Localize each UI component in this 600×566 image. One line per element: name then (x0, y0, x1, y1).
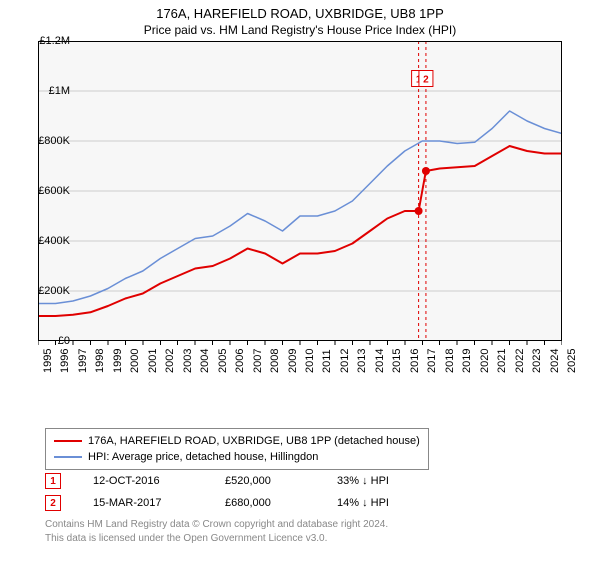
cell-pct: 14% ↓ HPI (337, 497, 417, 509)
x-axis-label: 2015 (391, 349, 403, 373)
legend-swatch (54, 456, 82, 458)
x-axis-label: 2007 (252, 349, 264, 373)
legend-swatch (54, 440, 82, 442)
y-axis-label: £1M (49, 85, 70, 97)
legend-label: 176A, HAREFIELD ROAD, UXBRIDGE, UB8 1PP … (88, 435, 420, 447)
x-axis-label: 2011 (321, 349, 333, 373)
x-axis-label: 1996 (59, 349, 71, 373)
x-axis-label: 2021 (496, 349, 508, 373)
y-axis-label: £600K (38, 185, 70, 197)
x-axis-label: 2023 (531, 349, 543, 373)
x-axis-label: 1995 (42, 349, 54, 373)
arrow-down-icon: ↓ (362, 475, 368, 487)
table-row: 1 12-OCT-2016 £520,000 33% ↓ HPI (45, 470, 417, 492)
y-axis-label: £800K (38, 135, 70, 147)
x-axis-label: 2024 (549, 349, 561, 373)
chart-container: 176A, HAREFIELD ROAD, UXBRIDGE, UB8 1PP … (0, 6, 600, 566)
cell-price: £680,000 (225, 497, 305, 509)
legend-item: 176A, HAREFIELD ROAD, UXBRIDGE, UB8 1PP … (54, 433, 420, 449)
footer-line: Contains HM Land Registry data © Crown c… (45, 518, 388, 532)
chart-svg: 12 (38, 41, 562, 371)
x-axis-label: 2009 (287, 349, 299, 373)
x-axis-label: 2012 (339, 349, 351, 373)
x-axis-label: 2004 (199, 349, 211, 373)
x-axis-label: 2025 (566, 349, 578, 373)
x-axis-label: 2020 (479, 349, 491, 373)
footer-line: This data is licensed under the Open Gov… (45, 532, 388, 546)
arrow-down-icon: ↓ (362, 497, 368, 509)
svg-text:2: 2 (423, 75, 429, 86)
table-row: 2 15-MAR-2017 £680,000 14% ↓ HPI (45, 492, 417, 514)
x-axis-label: 2003 (182, 349, 194, 373)
footer-attribution: Contains HM Land Registry data © Crown c… (45, 518, 388, 546)
cell-date: 12-OCT-2016 (93, 475, 193, 487)
x-axis-label: 2005 (217, 349, 229, 373)
y-axis-label: £0 (58, 335, 70, 347)
legend-item: HPI: Average price, detached house, Hill… (54, 449, 420, 465)
y-axis-label: £400K (38, 235, 70, 247)
x-axis-label: 2013 (356, 349, 368, 373)
x-axis-label: 2008 (269, 349, 281, 373)
x-axis-label: 1998 (94, 349, 106, 373)
x-axis-label: 2010 (304, 349, 316, 373)
x-axis-label: 2018 (444, 349, 456, 373)
x-axis-label: 2019 (461, 349, 473, 373)
x-axis-label: 2022 (514, 349, 526, 373)
x-axis-label: 2014 (374, 349, 386, 373)
y-axis-label: £200K (38, 285, 70, 297)
chart-area: 12 £0£200K£400K£600K£800K£1M£1.2M1995199… (38, 41, 598, 371)
x-axis-label: 2001 (147, 349, 159, 373)
legend-label: HPI: Average price, detached house, Hill… (88, 451, 318, 463)
x-axis-label: 2006 (234, 349, 246, 373)
chart-title-address: 176A, HAREFIELD ROAD, UXBRIDGE, UB8 1PP (0, 6, 600, 21)
x-axis-label: 2016 (409, 349, 421, 373)
x-axis-label: 2002 (164, 349, 176, 373)
x-axis-label: 2017 (426, 349, 438, 373)
cell-pct: 33% ↓ HPI (337, 475, 417, 487)
cell-price: £520,000 (225, 475, 305, 487)
legend: 176A, HAREFIELD ROAD, UXBRIDGE, UB8 1PP … (45, 428, 429, 470)
chart-subtitle: Price paid vs. HM Land Registry's House … (0, 23, 600, 37)
marker-badge: 2 (45, 495, 61, 511)
x-axis-label: 1997 (77, 349, 89, 373)
marker-badge: 1 (45, 473, 61, 489)
cell-date: 15-MAR-2017 (93, 497, 193, 509)
y-axis-label: £1.2M (39, 35, 70, 47)
x-axis-label: 1999 (112, 349, 124, 373)
x-axis-label: 2000 (129, 349, 141, 373)
transaction-table: 1 12-OCT-2016 £520,000 33% ↓ HPI 2 15-MA… (45, 470, 417, 514)
